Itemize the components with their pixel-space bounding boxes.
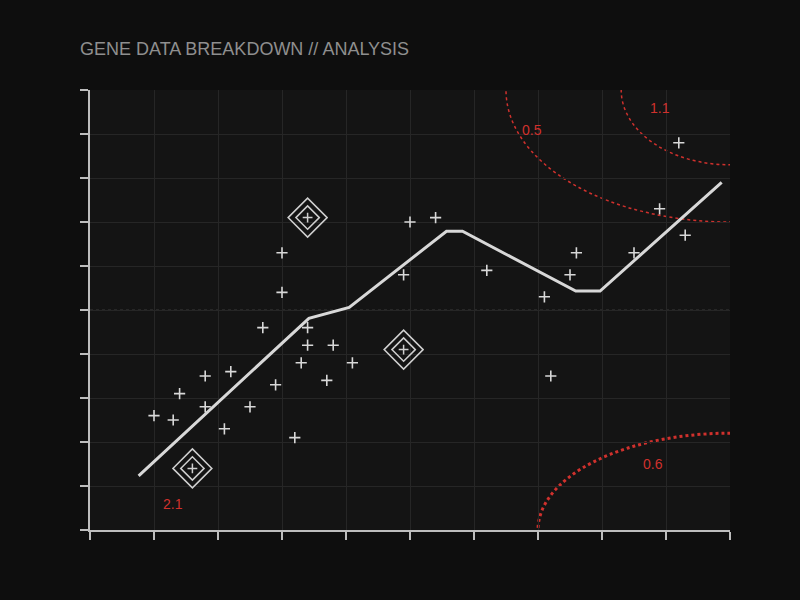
svg-text:0.6: 0.6	[643, 456, 663, 472]
svg-text:GENE DATA BREAKDOWN // ANALYSI: GENE DATA BREAKDOWN // ANALYSIS	[80, 39, 409, 59]
svg-text:0.5: 0.5	[522, 122, 542, 138]
svg-text:2.1: 2.1	[163, 496, 183, 512]
svg-text:1.1: 1.1	[650, 100, 670, 116]
